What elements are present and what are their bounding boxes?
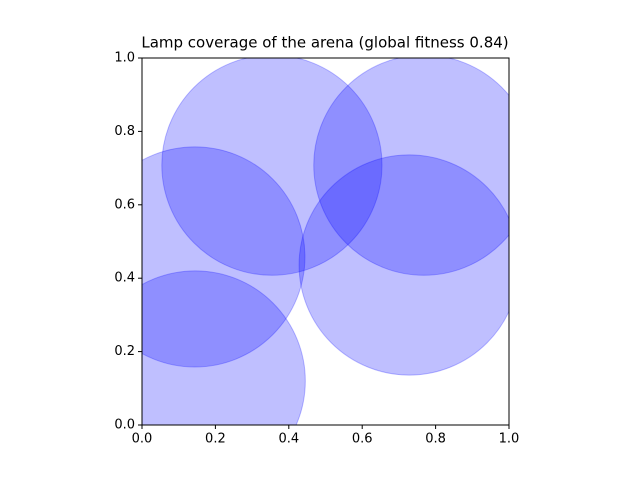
y-tick-label: 0.2 bbox=[114, 344, 135, 359]
x-tick-label: 0.8 bbox=[425, 432, 446, 447]
y-tick-label: 0.4 bbox=[114, 271, 135, 286]
x-tick-label: 1.0 bbox=[499, 432, 520, 447]
axes-frame bbox=[141, 57, 510, 426]
x-tick-label: 0.0 bbox=[132, 432, 153, 447]
y-tick-label: 0.6 bbox=[114, 197, 135, 212]
lamp-coverage bbox=[161, 58, 383, 276]
lamp-coverage bbox=[298, 154, 509, 376]
lamp-coverage bbox=[142, 146, 306, 368]
y-tick-label: 0.0 bbox=[114, 418, 135, 433]
x-tick-label: 0.2 bbox=[205, 432, 226, 447]
y-tick-label: 0.8 bbox=[114, 124, 135, 139]
lamp-coverage bbox=[313, 58, 509, 276]
x-tick-label: 0.6 bbox=[352, 432, 373, 447]
y-tick-label: 1.0 bbox=[114, 51, 135, 66]
lamp-coverage bbox=[142, 270, 306, 425]
x-tick-label: 0.4 bbox=[278, 432, 299, 447]
plot-area bbox=[142, 58, 509, 425]
chart-title: Lamp coverage of the arena (global fitne… bbox=[141, 34, 508, 52]
